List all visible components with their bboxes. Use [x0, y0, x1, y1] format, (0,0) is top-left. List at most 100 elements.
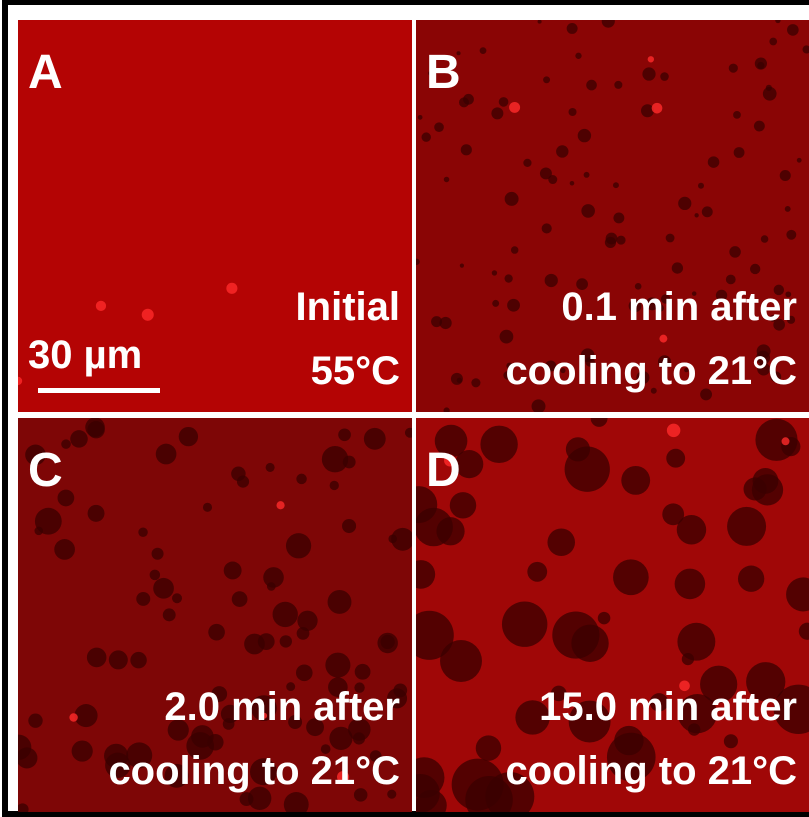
droplet [451, 373, 463, 385]
droplet [237, 476, 249, 488]
droplet [757, 62, 764, 69]
droplet [734, 147, 745, 158]
droplet [547, 528, 575, 556]
droplet [567, 23, 578, 34]
droplet [492, 300, 499, 307]
bright-spot [648, 56, 654, 62]
droplet [733, 111, 741, 119]
droplet [461, 144, 472, 155]
droplet [769, 38, 777, 46]
droplet [471, 378, 480, 387]
droplet [543, 76, 550, 83]
droplet [556, 145, 568, 157]
droplet [258, 633, 275, 650]
droplet [677, 623, 715, 661]
bright-spot [142, 309, 154, 321]
droplet [439, 317, 451, 329]
droplet [355, 664, 371, 680]
droplet [727, 507, 766, 546]
droplet [152, 548, 164, 560]
panel-caption: Initial [296, 285, 400, 329]
droplet [613, 212, 624, 223]
droplet [726, 275, 736, 285]
panel-caption: cooling to 21°C [505, 749, 797, 793]
droplet [297, 611, 317, 631]
droplet [569, 108, 577, 116]
droplet [460, 264, 464, 268]
droplet [566, 437, 590, 461]
bright-spot [69, 713, 77, 721]
droplet [240, 792, 254, 806]
bright-spot [782, 437, 790, 445]
droplet [702, 206, 713, 217]
droplet [422, 132, 431, 141]
droplet [491, 107, 503, 119]
droplet [338, 428, 351, 441]
droplet [296, 474, 307, 485]
droplet [16, 747, 37, 768]
droplet [605, 237, 616, 248]
droplet [87, 648, 107, 668]
droplet [532, 399, 546, 413]
droplet [480, 426, 517, 463]
scale-bar [38, 388, 160, 393]
droplet [61, 439, 71, 449]
droplet [523, 159, 531, 167]
droplet [263, 567, 284, 588]
droplet [527, 562, 547, 582]
droplet [545, 274, 558, 287]
droplet [353, 732, 365, 744]
droplet [570, 181, 575, 186]
droplet [342, 519, 356, 533]
bright-spot [509, 102, 520, 113]
figure: AInitial55°CB0.1 min aftercooling to 21°… [0, 0, 809, 817]
panel-caption: 0.1 min after [561, 285, 797, 329]
panel-label: D [426, 444, 461, 497]
droplet [54, 539, 75, 560]
droplet [130, 652, 146, 668]
bright-spot [659, 335, 667, 343]
droplet [797, 158, 802, 163]
droplet [598, 612, 611, 625]
droplet [232, 591, 248, 607]
panel-caption: 15.0 min after [539, 685, 797, 729]
panel-label: B [426, 46, 461, 99]
droplet [752, 474, 783, 505]
droplet [677, 515, 706, 544]
droplet [72, 740, 93, 761]
droplet [586, 80, 597, 91]
droplet [434, 122, 444, 132]
droplet [156, 444, 177, 465]
droplet [504, 274, 512, 282]
droplet [75, 704, 98, 727]
droplet [729, 246, 741, 258]
droplet [325, 653, 350, 678]
bright-spot [226, 283, 237, 294]
panel-label: C [28, 444, 63, 497]
droplet [329, 727, 352, 750]
droplet [708, 156, 720, 168]
droplet [641, 104, 654, 117]
droplet [672, 262, 683, 273]
droplet [738, 566, 764, 592]
droplet [343, 456, 356, 469]
droplet [694, 213, 698, 217]
droplet [642, 67, 655, 80]
droplet [584, 172, 590, 178]
droplet [330, 481, 339, 490]
droplet [724, 734, 738, 748]
droplet [480, 47, 487, 54]
droplet [754, 121, 765, 132]
droplet [538, 20, 542, 24]
droplet [617, 236, 626, 245]
droplet [548, 175, 557, 184]
droplet [273, 602, 298, 627]
droplet [377, 633, 397, 653]
droplet [28, 713, 42, 727]
droplet [755, 419, 797, 461]
bright-spot [276, 501, 284, 509]
droplet [682, 653, 694, 665]
droplet [109, 650, 128, 669]
droplet [136, 592, 150, 606]
droplet [179, 427, 198, 446]
